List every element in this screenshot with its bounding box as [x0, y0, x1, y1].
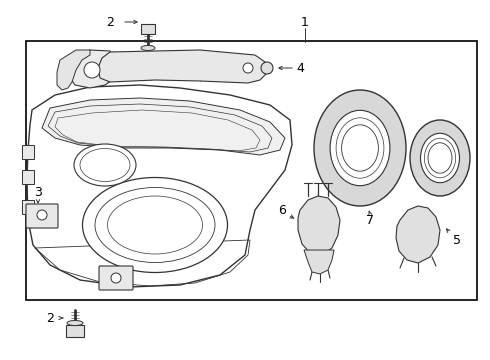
Ellipse shape: [330, 110, 390, 186]
Text: 4: 4: [296, 62, 304, 75]
Text: 3: 3: [34, 185, 42, 198]
Text: 2: 2: [46, 311, 54, 324]
Bar: [141, 24, 155, 34]
Ellipse shape: [67, 320, 83, 325]
FancyBboxPatch shape: [26, 204, 58, 228]
Text: 5: 5: [453, 234, 461, 247]
Bar: [66, 325, 84, 337]
Polygon shape: [396, 206, 440, 263]
Circle shape: [261, 62, 273, 74]
Ellipse shape: [141, 45, 155, 50]
Ellipse shape: [314, 90, 406, 206]
Polygon shape: [57, 50, 90, 90]
Circle shape: [84, 62, 100, 78]
Polygon shape: [304, 250, 334, 274]
Polygon shape: [27, 85, 292, 287]
Circle shape: [111, 273, 121, 283]
Ellipse shape: [82, 177, 227, 273]
Ellipse shape: [410, 120, 470, 196]
Circle shape: [243, 63, 253, 73]
Text: 2: 2: [106, 15, 114, 28]
Bar: [26, 41, 477, 300]
Circle shape: [37, 210, 47, 220]
Bar: [22, 145, 34, 159]
Text: 7: 7: [366, 213, 374, 226]
FancyBboxPatch shape: [99, 266, 133, 290]
Polygon shape: [68, 50, 120, 88]
Ellipse shape: [74, 144, 136, 186]
Polygon shape: [42, 98, 285, 155]
Ellipse shape: [420, 133, 460, 183]
Polygon shape: [98, 50, 268, 83]
Text: 1: 1: [301, 15, 309, 28]
Text: 6: 6: [278, 203, 286, 216]
Bar: [22, 200, 34, 214]
Bar: [22, 170, 34, 184]
Polygon shape: [298, 196, 340, 255]
